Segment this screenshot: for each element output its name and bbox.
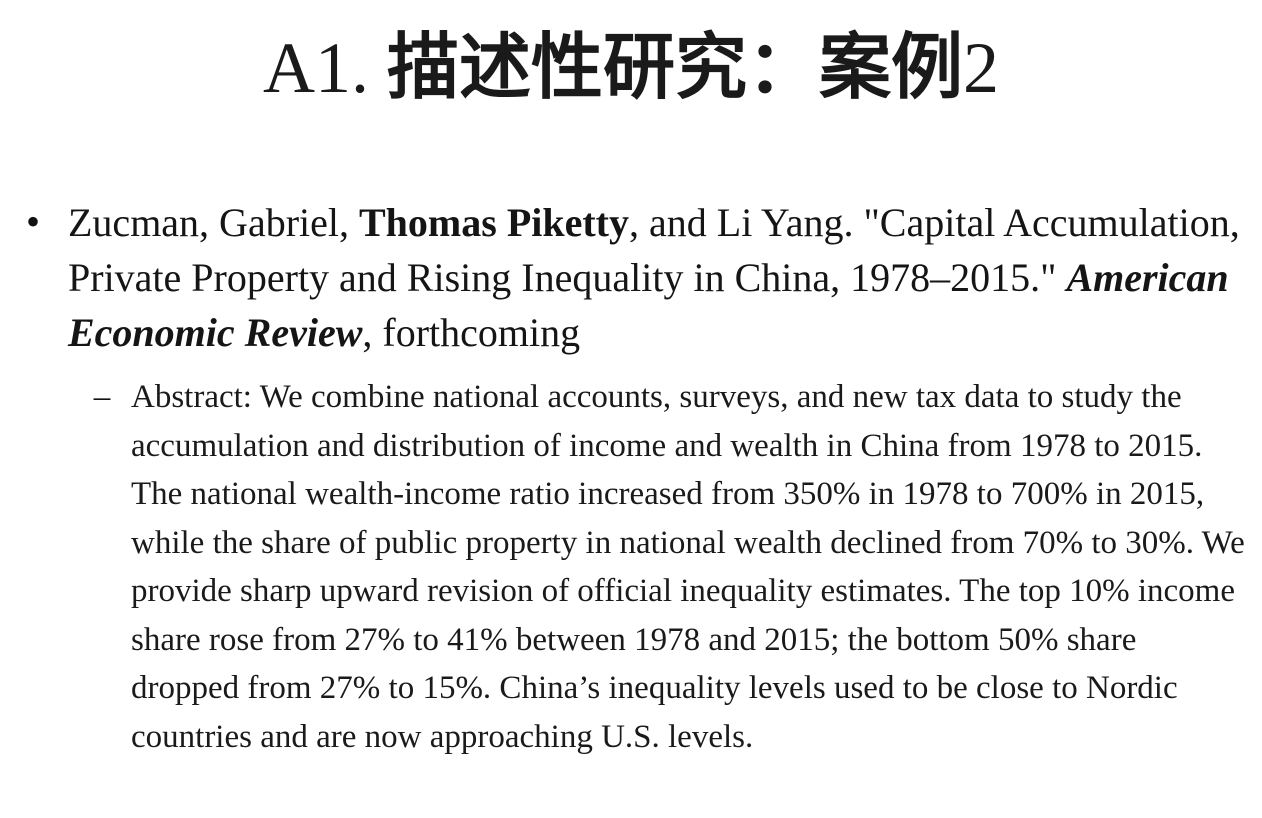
- slide-title: A1. 描述性研究：案例2: [0, 18, 1262, 118]
- bullet-marker: •: [25, 199, 40, 244]
- citation-authors-lead: Zucman, Gabriel,: [68, 200, 359, 245]
- title-prefix: A1.: [262, 28, 387, 108]
- title-suffix: 2: [963, 28, 999, 108]
- title-cjk: 描述性研究：案例: [386, 28, 963, 108]
- citation-status: , forthcoming: [362, 310, 581, 355]
- citation-text: Zucman, Gabriel, Thomas Piketty, and Li …: [68, 195, 1253, 360]
- citation-author-bold: Thomas Piketty: [359, 200, 629, 245]
- abstract-text: Abstract: We combine national accounts, …: [131, 379, 1245, 755]
- citation-authors-tail: , and Li Yang. "Capital Accumulation, Pr…: [68, 200, 1240, 300]
- citation-journal: American Economic Review: [68, 255, 1229, 355]
- sub-bullet-marker: –: [93, 379, 111, 415]
